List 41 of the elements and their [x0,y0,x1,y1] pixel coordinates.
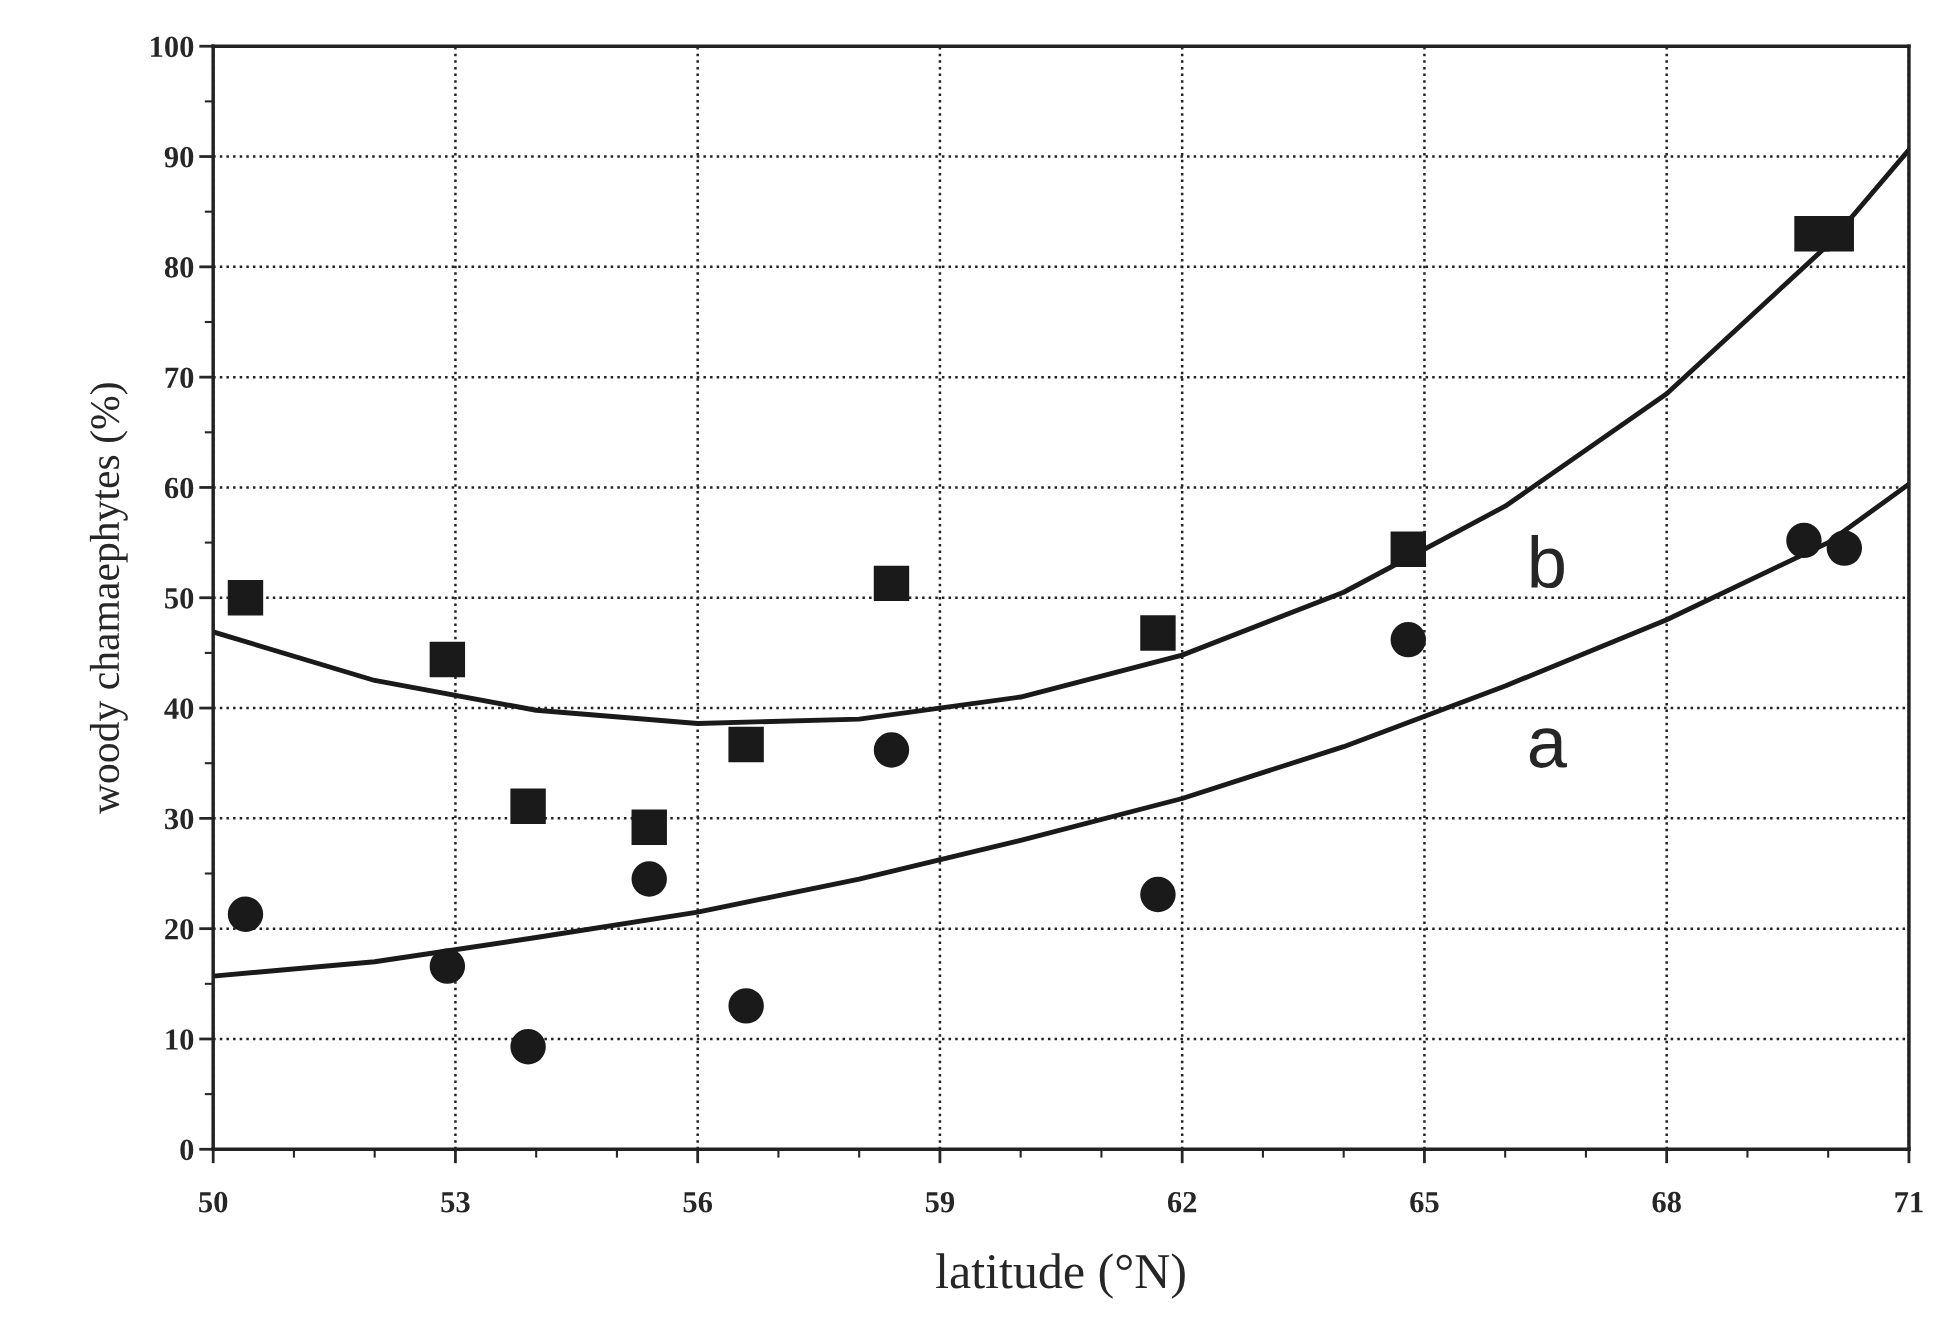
y-tick-label: 60 [164,477,194,499]
point [631,861,667,897]
point [510,1028,546,1065]
y-tick-label: 10 [166,1029,194,1050]
point [873,565,910,602]
point [227,580,264,616]
x-tick-label: 65 [1410,1191,1439,1213]
x-tick-label: 71 [1895,1191,1923,1213]
point [631,809,667,845]
x-tick-label: 56 [683,1191,713,1213]
point [1390,621,1426,658]
series-label: b [1531,535,1564,589]
y-tick-label: 50 [165,588,194,609]
x-tick-label: 68 [1652,1191,1681,1213]
point [429,948,466,984]
point [1786,522,1822,559]
point [510,788,546,824]
series-label: a [1529,728,1567,768]
y-tick-label: 70 [165,367,194,389]
point [1140,876,1176,913]
point [728,726,764,763]
x-tick-label: 62 [1167,1191,1197,1213]
point [873,732,910,768]
y-tick-label: 40 [164,698,194,719]
y-tick-label: 80 [164,257,194,278]
point [1140,615,1176,651]
x-tick-label: 59 [925,1191,955,1213]
y-tick-label: 20 [165,918,194,940]
point [1826,530,1863,566]
x-tick-label: 53 [441,1191,470,1213]
point [227,896,264,933]
y-tick-label: 100 [151,36,194,58]
y-tick-label: 0 [180,1139,194,1161]
x-axis-title: latitude (°N) [936,1253,1185,1299]
point [1390,531,1426,567]
y-tick-label: 30 [165,808,194,830]
point [429,641,466,678]
y-tick-label: 90 [164,146,194,168]
y-axis-title: woody chamaephytes (%) [89,383,128,815]
point [728,988,764,1024]
x-tick-label: 50 [199,1191,228,1213]
